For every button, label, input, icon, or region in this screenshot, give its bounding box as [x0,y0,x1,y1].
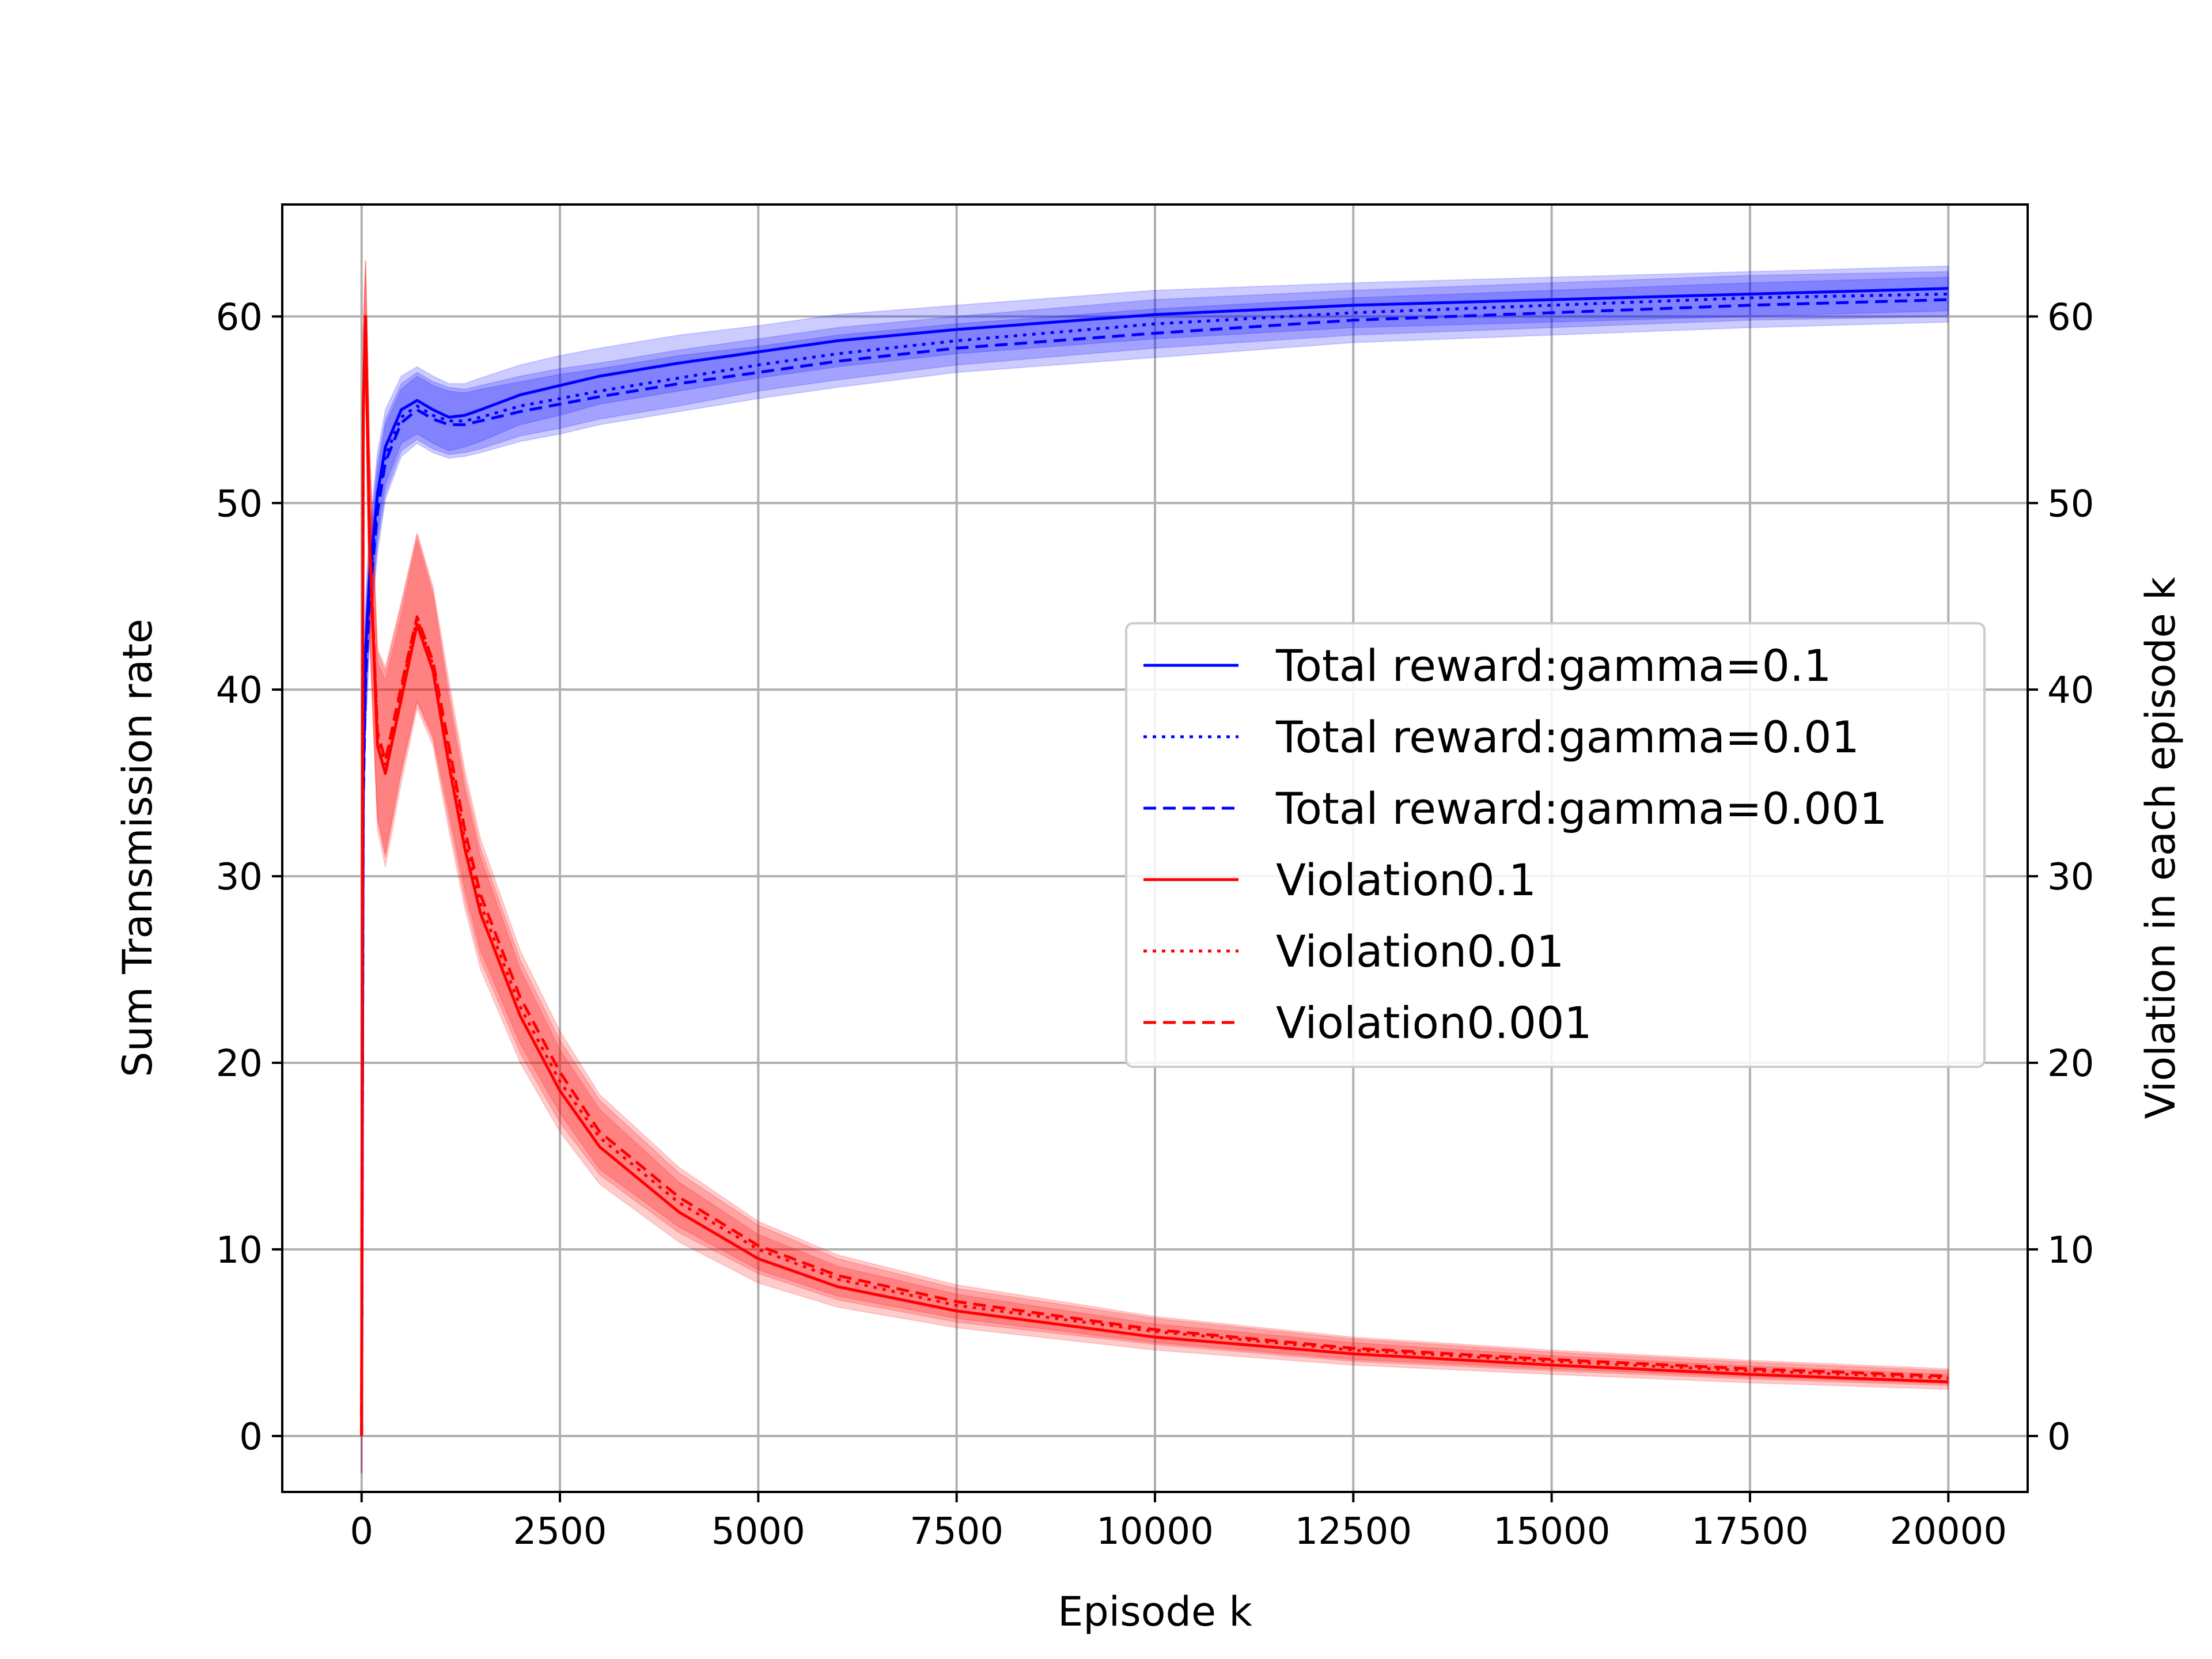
y-right-tick-label: 10 [2047,1229,2094,1272]
y-right-tick-label: 0 [2047,1416,2071,1459]
series-line-6 [360,315,1949,1436]
legend-label: Total reward:gamma=0.1 [1275,640,1831,691]
x-tick-label: 10000 [1096,1510,1214,1553]
series-lines [360,287,1949,1436]
x-axis-label: Episode k [1058,1588,1252,1635]
legend-box [1125,622,1986,1068]
y-axis-label: Sum Transmission rate [114,619,161,1077]
y-right-tick-label: 40 [2047,669,2094,712]
series-band-1 [361,265,1949,1474]
legend-label: Total reward:gamma=0.01 [1275,711,1859,763]
confidence-bands [361,260,1949,1474]
legend: Total reward:gamma=0.1 Total reward:gamma… [1125,622,1986,1068]
x-tick-label: 2500 [513,1510,607,1553]
y-axis-right-label: Violation in each episode k [2137,577,2184,1119]
series-band-2 [361,271,1949,1474]
y-right-tick-label: 60 [2047,296,2094,339]
y-right-tick-label: 50 [2047,483,2094,525]
x-tick-label: 5000 [711,1510,805,1553]
x-tick-label: 7500 [910,1510,1003,1553]
series-line-5 [360,315,1949,1436]
series-line-1 [360,287,1949,1436]
x-tick-label: 15000 [1493,1510,1611,1553]
legend-label: Violation0.001 [1276,997,1592,1048]
y-tick-label: 30 [216,856,263,899]
y-right-tick-label: 30 [2047,856,2094,899]
x-tick-label: 12500 [1295,1510,1412,1553]
legend-label: Violation0.01 [1276,926,1564,977]
x-tick-label: 20000 [1889,1510,2007,1553]
x-axis-ticks: 0 2500 5000 7500 10000 12500 15000 17500 20000 [350,1492,2007,1553]
series-band-4 [361,260,1949,1474]
series-band-3 [361,276,1949,1474]
x-tick-label: 17500 [1691,1510,1809,1553]
legend-label: Violation0.1 [1276,854,1536,906]
y-tick-label: 50 [216,483,263,525]
y-tick-label: 0 [239,1416,263,1459]
x-tick-label: 0 [350,1510,373,1553]
y-tick-label: 40 [216,669,263,712]
y-tick-label: 10 [216,1229,263,1272]
y-tick-label: 60 [216,296,263,339]
series-band-5 [361,260,1949,1474]
y-axis-ticks: 0 10 20 30 40 50 60 [216,296,282,1459]
series-line-3 [360,298,1949,1436]
y-right-tick-label: 20 [2047,1043,2094,1085]
y-axis-right-ticks: 0 10 20 30 40 50 60 [2028,296,2094,1459]
legend-label: Total reward:gamma=0.001 [1275,783,1887,834]
series-band-6 [361,260,1949,1474]
y-tick-label: 20 [216,1043,263,1085]
